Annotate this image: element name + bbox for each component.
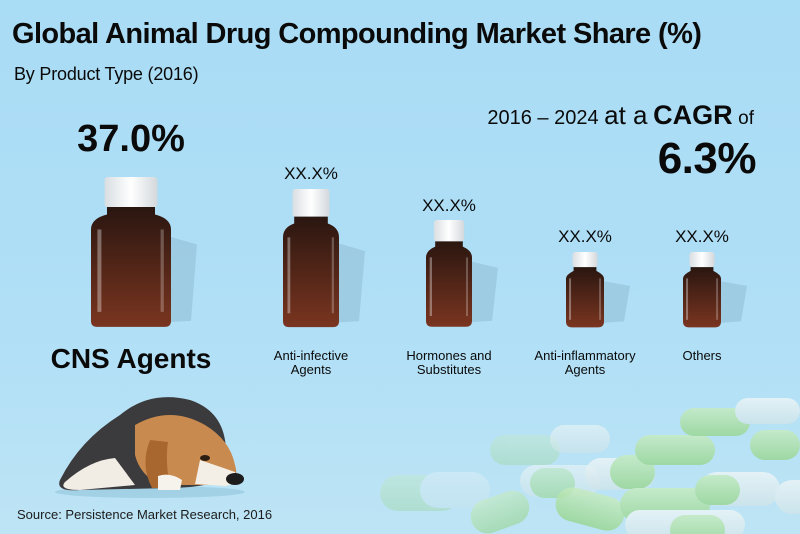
- beagle-dog-image: [55, 397, 245, 498]
- bottle-cap: [433, 220, 465, 242]
- category-label: Anti-infective Agents: [274, 349, 348, 376]
- bar-value-label: 37.0%: [77, 118, 185, 161]
- category-label: Anti-inflammatory Agents: [534, 349, 635, 376]
- cagr-at-a: at a: [604, 100, 648, 130]
- bottle-body: [283, 216, 339, 327]
- category-label-line: Hormones and: [406, 348, 492, 363]
- category-label-line: Anti-inflammatory: [534, 348, 636, 363]
- cagr-years: 2016 – 2024: [487, 107, 599, 129]
- bar-bottle: [91, 177, 197, 327]
- cagr-of: of: [738, 108, 754, 129]
- bottle-body: [426, 241, 472, 327]
- category-label-line: Substitutes: [416, 361, 482, 377]
- chart-title: Global Animal Drug Compounding Market Sh…: [12, 18, 702, 50]
- category-label-line: Others: [682, 348, 722, 363]
- cagr-value: 6.3%: [657, 134, 757, 183]
- bottle-cap: [104, 177, 158, 208]
- bottle-body: [91, 207, 171, 327]
- bar-value-label: XX.X%: [558, 227, 612, 247]
- bottle-cap: [292, 188, 330, 217]
- bar-value-label: XX.X%: [284, 164, 338, 184]
- bar-bottle: [683, 251, 747, 327]
- category-label-line: CNS Agents: [50, 343, 212, 374]
- source-note: Source: Persistence Market Research, 201…: [17, 507, 273, 522]
- bottle-cap: [572, 251, 598, 267]
- bar-value-label: XX.X%: [422, 195, 476, 215]
- cagr-label: CAGR: [653, 100, 733, 130]
- category-label-line: Agents: [290, 361, 332, 377]
- bar-bottle: [566, 251, 630, 327]
- bottle-shadow: [713, 279, 747, 323]
- bar-bottle: [426, 220, 498, 327]
- bottle-body: [683, 266, 721, 327]
- category-label-line: Agents: [564, 361, 606, 377]
- bottle-body: [566, 266, 604, 327]
- bar-bottle: [283, 188, 365, 327]
- bottle-cap: [689, 251, 715, 267]
- category-label: CNS Agents: [50, 343, 212, 374]
- bottle-shadow: [596, 279, 630, 323]
- bar-value-label: XX.X%: [675, 227, 729, 247]
- cagr-statement: 2016 – 2024 at a CAGR of: [487, 100, 754, 131]
- category-label: Hormones and Substitutes: [406, 349, 491, 376]
- capsules-image: [380, 398, 800, 534]
- category-label-line: Anti-infective: [273, 348, 349, 363]
- chart-subtitle: By Product Type (2016): [14, 64, 199, 84]
- category-label: Others: [682, 349, 721, 363]
